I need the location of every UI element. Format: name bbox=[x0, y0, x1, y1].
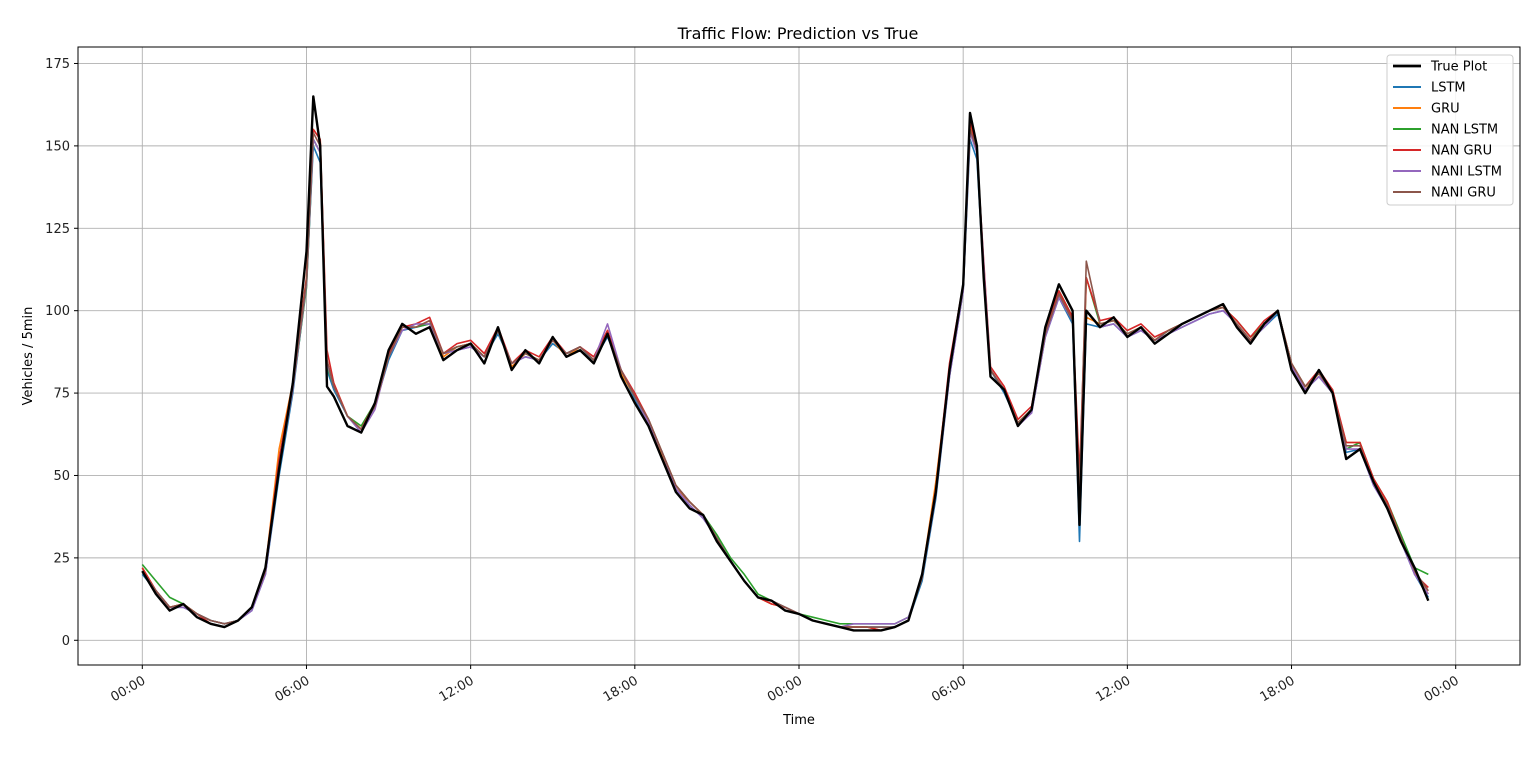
y-tick-label: 100 bbox=[45, 304, 70, 319]
series-line-gru bbox=[141, 125, 1429, 632]
series-line-nan-gru bbox=[141, 118, 1429, 632]
x-tick-label: 06:00 bbox=[273, 673, 313, 705]
x-tick-label: 00:00 bbox=[108, 673, 148, 705]
series-line-lstm bbox=[141, 138, 1429, 628]
legend-label-nani-lstm: NANI LSTM bbox=[1431, 165, 1502, 180]
y-tick-label: 175 bbox=[45, 57, 70, 72]
y-axis: 0 25 50 75 100 125 150 175 bbox=[45, 57, 78, 649]
y-axis-label: Vehicles / 5min bbox=[21, 307, 36, 406]
x-tick-label: 12:00 bbox=[1093, 673, 1133, 705]
x-tick-label: 00:00 bbox=[1422, 673, 1462, 705]
x-tick-label: 18:00 bbox=[601, 673, 641, 705]
y-tick-label: 0 bbox=[62, 634, 70, 649]
x-tick-label: 18:00 bbox=[1258, 673, 1298, 705]
grid-lines bbox=[78, 47, 1520, 665]
series-line-true-plot bbox=[141, 95, 1430, 632]
legend-label-nan-gru: NAN GRU bbox=[1431, 144, 1492, 159]
legend-label-lstm: LSTM bbox=[1431, 81, 1466, 96]
x-tick-label: 12:00 bbox=[437, 673, 477, 705]
x-axis: 00:00 06:00 12:00 18:00 00:00 06:00 12:00 18:00… bbox=[108, 665, 1462, 705]
y-tick-label: 50 bbox=[53, 469, 70, 484]
x-tick-label: 00:00 bbox=[765, 673, 805, 705]
chart-title: Traffic Flow: Prediction vs True bbox=[677, 24, 919, 43]
legend-label-nani-gru: NANI GRU bbox=[1431, 186, 1496, 201]
legend-label-gru: GRU bbox=[1431, 102, 1460, 117]
y-tick-label: 150 bbox=[45, 139, 70, 154]
y-tick-label: 75 bbox=[53, 387, 70, 402]
y-tick-label: 125 bbox=[45, 222, 70, 237]
y-tick-label: 25 bbox=[53, 551, 70, 566]
legend-label-nan-lstm: NAN LSTM bbox=[1431, 123, 1498, 138]
series-layer bbox=[141, 95, 1430, 632]
x-axis-label: Time bbox=[782, 713, 815, 728]
series-line-nan-lstm bbox=[141, 128, 1429, 625]
series-line-nani-lstm bbox=[141, 131, 1429, 628]
legend-label-true-plot: True Plot bbox=[1430, 60, 1487, 75]
x-tick-label: 06:00 bbox=[929, 673, 969, 705]
series-line-nani-gru bbox=[141, 128, 1429, 628]
legend-box bbox=[1386, 54, 1514, 206]
legend: True Plot LSTM GRU NAN LSTM NAN GRU NANI LSTM… bbox=[1386, 54, 1514, 206]
